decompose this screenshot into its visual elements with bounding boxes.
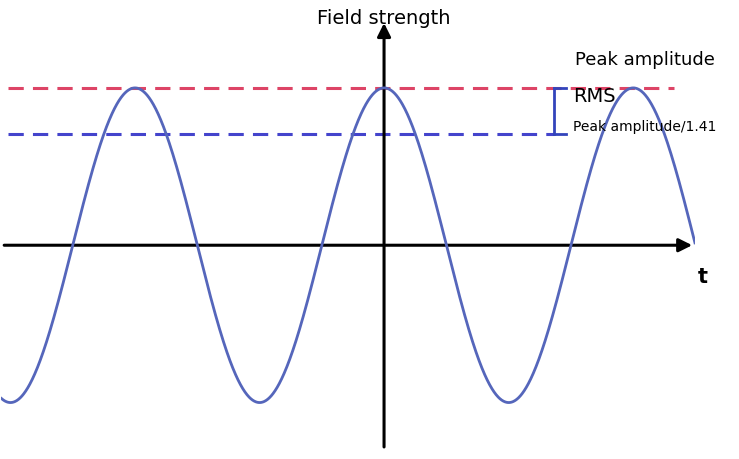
Text: RMS: RMS [573,87,616,106]
Text: Field strength: Field strength [317,9,451,28]
Text: t: t [698,267,707,287]
Text: Peak amplitude: Peak amplitude [576,51,715,69]
Text: Peak amplitude/1.41: Peak amplitude/1.41 [573,120,716,134]
